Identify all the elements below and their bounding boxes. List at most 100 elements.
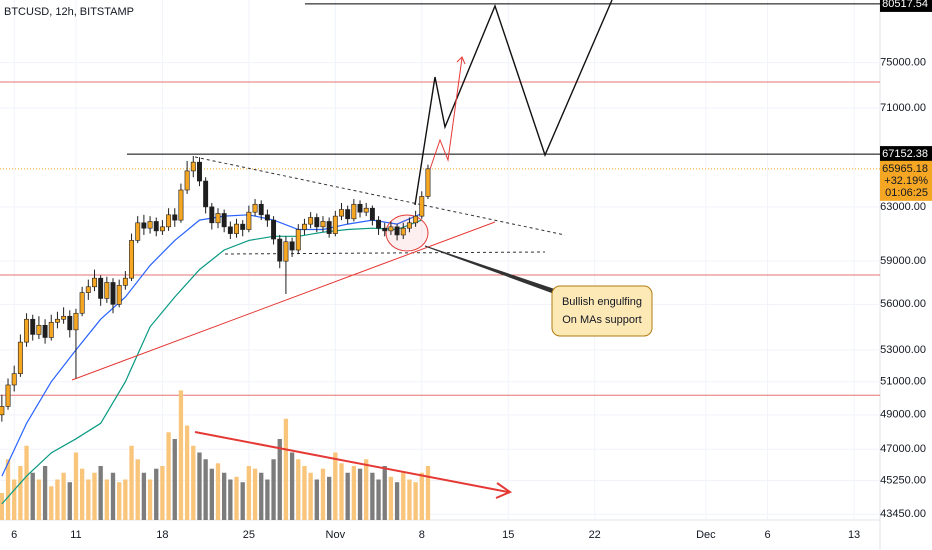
candle-body [264, 214, 270, 221]
dotted-support [224, 251, 546, 255]
volume-bar [203, 459, 208, 520]
y-tick-label: 51000.00 [880, 376, 926, 388]
volume [0, 390, 431, 520]
volume-bar [191, 445, 196, 520]
candle-body [283, 241, 289, 262]
volume-bar [141, 472, 147, 520]
x-tick-label: 22 [589, 529, 601, 541]
volume-bar [302, 466, 307, 520]
y-tick-label: 59000.00 [880, 255, 926, 267]
candle-body [271, 219, 277, 240]
candle-body [153, 221, 159, 232]
candle-body [246, 211, 252, 230]
volume-bar [370, 472, 375, 520]
volume-bar [154, 468, 159, 520]
candle-body [419, 196, 425, 217]
candle-body [369, 207, 375, 221]
drawings [71, 0, 653, 499]
candle-body [227, 226, 233, 234]
volume-bar [382, 466, 387, 520]
y-tick-label: 71000.00 [880, 102, 926, 114]
candle-body [203, 180, 209, 208]
volume-bar [55, 479, 60, 520]
candle-body [104, 282, 110, 299]
volume-bar [308, 472, 313, 520]
last-price: 65965.18 [882, 163, 928, 175]
levels [0, 3, 880, 396]
volume-bar [86, 479, 91, 520]
y-tick-label: 63000.00 [880, 201, 926, 213]
volume-bar [123, 479, 128, 520]
candle-body [215, 213, 221, 224]
volume-bar [234, 476, 239, 520]
volume-bar [240, 482, 245, 520]
volume-bar [5, 459, 11, 520]
volume-bar [166, 432, 171, 520]
volume-bar [129, 445, 134, 520]
chart-title: BTCUSD, 12h, BITSTAMP [4, 6, 134, 18]
volume-bar [296, 459, 301, 520]
candle-body [36, 324, 42, 335]
volume-bar [326, 476, 332, 520]
volume-bar [178, 390, 184, 520]
candle-body [54, 318, 60, 323]
y-tick-label: 45250.00 [880, 475, 926, 487]
x-tick-label: 13 [848, 529, 860, 541]
candle-body [388, 226, 394, 232]
volume-bar [394, 482, 400, 520]
candle-body [24, 318, 30, 343]
volume-bar [172, 439, 177, 520]
candle-body [425, 168, 431, 197]
candle-body [73, 312, 79, 331]
countdown: 01:06:25 [885, 187, 928, 199]
candle-body [184, 170, 190, 191]
y-tick-label: 47000.00 [880, 443, 926, 455]
volume-bar [425, 466, 431, 520]
volume-bar [333, 452, 338, 520]
volume-bar [117, 482, 122, 520]
volume-bar [345, 472, 350, 520]
candle-body [0, 406, 5, 416]
volume-bar [73, 452, 79, 520]
volume-bar [215, 463, 221, 520]
price-label: 80517.54 [882, 0, 928, 10]
volume-bar [12, 479, 17, 520]
volume-bar [160, 466, 165, 520]
candle-body [129, 240, 134, 279]
grid [0, 0, 880, 520]
y-tick-label: 43450.00 [880, 508, 926, 520]
volume-bar [184, 425, 190, 520]
candle-body [48, 321, 54, 338]
red-projection-head [456, 56, 466, 65]
candle-body [314, 217, 320, 228]
candle-body [98, 277, 104, 299]
candle-body [190, 161, 196, 172]
candle-body [308, 217, 314, 225]
candle-body [172, 214, 178, 221]
candle-body [301, 223, 307, 230]
candle-body [116, 285, 122, 305]
x-tick-label: 6 [11, 529, 17, 541]
candle-body [240, 223, 246, 230]
candle-body [147, 221, 153, 229]
candle-body [122, 277, 128, 286]
candle-body [400, 227, 406, 236]
candle-body [326, 221, 332, 234]
volume-trend-arrow [194, 431, 509, 493]
volume-bar [259, 472, 264, 520]
candle-body [332, 215, 338, 234]
callout-text: On MAs support [562, 314, 641, 326]
volume-bar [265, 479, 270, 520]
highlight-ellipse [385, 214, 429, 252]
candle-body [11, 373, 17, 386]
candle-body [345, 209, 351, 220]
volume-bar [419, 472, 424, 520]
candle-body [178, 189, 184, 221]
volume-bar [252, 468, 258, 520]
volume-bar [98, 466, 103, 520]
volume-bar [376, 479, 381, 520]
volume-bar [197, 452, 202, 520]
y-tick-label: 49000.00 [880, 409, 926, 421]
x-tick-label: 18 [156, 529, 168, 541]
